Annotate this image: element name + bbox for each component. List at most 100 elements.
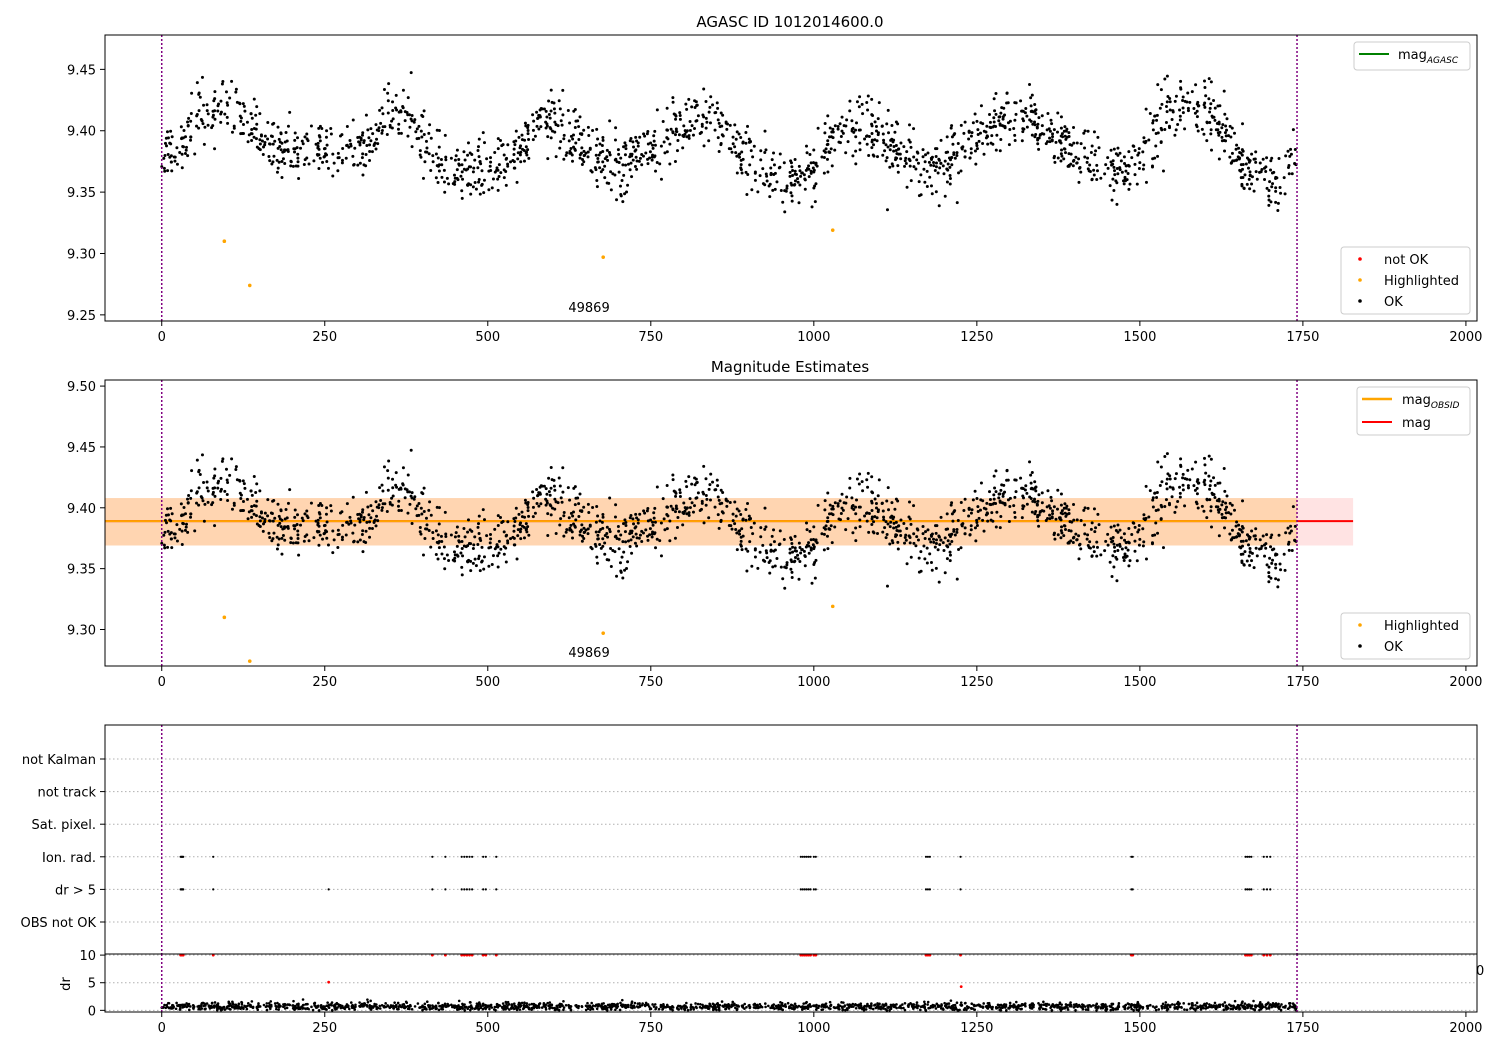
ok-point <box>825 534 829 538</box>
flag-point <box>1244 855 1247 858</box>
ok-point <box>223 112 227 116</box>
ok-point <box>1209 479 1213 483</box>
ok-point <box>436 541 440 545</box>
ok-point <box>622 173 626 177</box>
ok-point <box>1225 117 1229 121</box>
ok-point <box>1058 516 1062 520</box>
ok-point <box>299 523 303 527</box>
dr-point <box>973 1008 976 1011</box>
ok-point <box>170 546 174 550</box>
ok-point <box>719 143 723 147</box>
ok-point <box>739 535 743 539</box>
ok-point <box>1200 127 1204 131</box>
ok-point <box>994 124 998 128</box>
dr-point <box>234 1006 237 1010</box>
flag-point <box>926 855 930 858</box>
ok-point <box>1012 504 1016 508</box>
dr-point <box>867 1004 870 1008</box>
ok-point <box>300 516 304 520</box>
ok-point <box>496 523 500 527</box>
ok-point <box>883 526 887 530</box>
ok-point <box>268 159 272 163</box>
ok-point <box>685 135 689 139</box>
ok-point <box>197 92 201 96</box>
ok-point <box>466 518 470 522</box>
ok-point <box>939 138 943 142</box>
ok-point <box>405 488 409 492</box>
ok-point <box>1042 509 1046 513</box>
ok-point <box>239 496 243 500</box>
ok-point <box>899 157 903 161</box>
flag-point <box>814 855 817 858</box>
ok-point <box>1209 132 1213 136</box>
ok-point <box>1165 477 1169 481</box>
ok-point <box>934 165 938 169</box>
ok-point <box>272 498 276 502</box>
ok-point <box>249 112 253 116</box>
ok-point <box>344 533 348 537</box>
ok-point <box>390 496 394 500</box>
ok-point <box>788 170 792 174</box>
ok-point <box>1268 556 1272 560</box>
ok-point <box>1049 495 1053 499</box>
ok-point <box>270 135 274 139</box>
ok-point <box>982 152 986 156</box>
dr-point <box>1286 1007 1290 1011</box>
ok-point <box>440 175 444 179</box>
ok-point <box>296 513 300 517</box>
ok-point <box>1218 507 1222 511</box>
ok-point <box>1030 510 1034 514</box>
ok-point <box>496 565 500 569</box>
ok-point <box>1171 487 1175 491</box>
ok-point <box>812 170 816 174</box>
ok-point <box>1093 530 1097 534</box>
ok-point <box>166 529 170 533</box>
ok-point <box>1085 537 1089 541</box>
ok-point <box>431 537 435 541</box>
ok-point <box>593 166 597 170</box>
ok-point <box>598 142 602 146</box>
ok-point <box>882 518 886 522</box>
ok-point <box>1021 507 1025 511</box>
ok-point <box>225 115 229 119</box>
ok-point <box>652 516 656 520</box>
ok-point <box>652 155 656 159</box>
ok-point <box>1185 477 1189 481</box>
ok-point <box>619 570 623 574</box>
ok-point <box>320 504 324 508</box>
dr-point <box>758 1006 762 1009</box>
dr-point <box>164 1006 168 1010</box>
ok-point <box>325 536 329 540</box>
ok-point <box>963 526 967 530</box>
ok-point <box>559 140 563 144</box>
ok-point <box>1056 111 1060 115</box>
ok-point <box>1235 143 1239 147</box>
ok-point <box>224 467 228 471</box>
ok-point <box>1051 135 1055 139</box>
ok-point <box>695 481 699 485</box>
ok-point <box>1163 128 1167 132</box>
ok-point <box>368 143 372 147</box>
ok-point <box>189 496 193 500</box>
ok-point <box>1234 147 1238 151</box>
dr-point <box>657 1007 661 1011</box>
ok-point <box>532 496 536 500</box>
ok-point <box>651 520 655 524</box>
ok-point <box>583 530 587 534</box>
flag-point <box>1246 888 1249 891</box>
ok-point <box>644 151 648 155</box>
ok-point <box>376 142 380 146</box>
ok-point <box>601 149 605 153</box>
ok-point <box>260 139 264 143</box>
ok-point <box>716 106 720 110</box>
ok-point <box>1133 173 1137 177</box>
ok-point <box>482 567 486 571</box>
ok-point <box>790 570 794 574</box>
ok-point <box>166 136 170 140</box>
ok-point <box>936 171 940 175</box>
ok-point <box>375 137 379 141</box>
ok-point <box>652 134 656 138</box>
ok-point <box>734 527 738 531</box>
ok-point <box>659 554 663 558</box>
ok-point <box>790 541 794 545</box>
